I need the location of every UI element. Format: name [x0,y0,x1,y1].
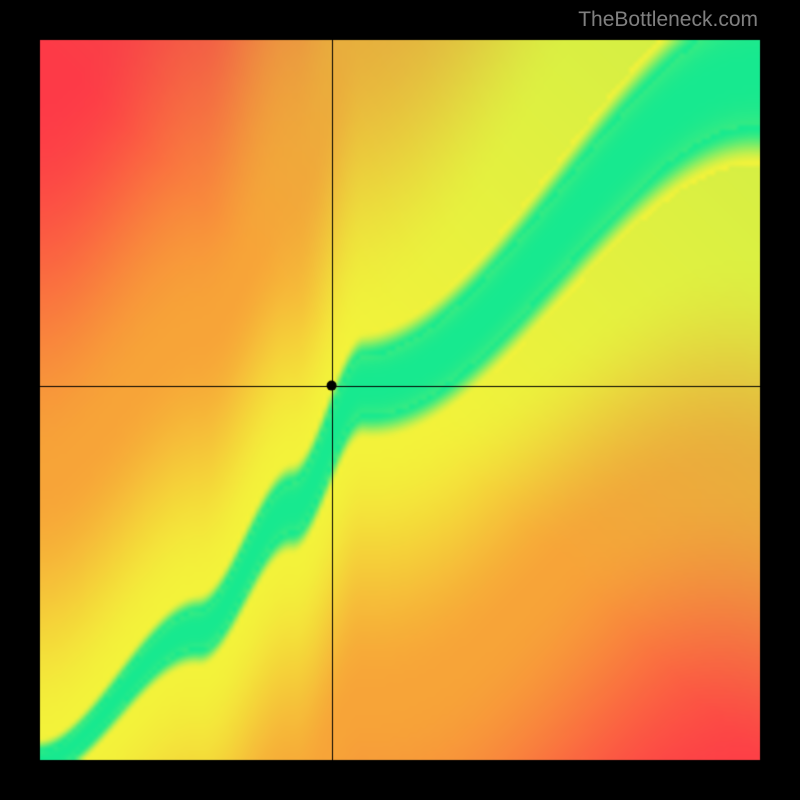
bottleneck-heatmap [0,0,800,800]
chart-container: TheBottleneck.com [0,0,800,800]
watermark-text: TheBottleneck.com [578,8,758,32]
